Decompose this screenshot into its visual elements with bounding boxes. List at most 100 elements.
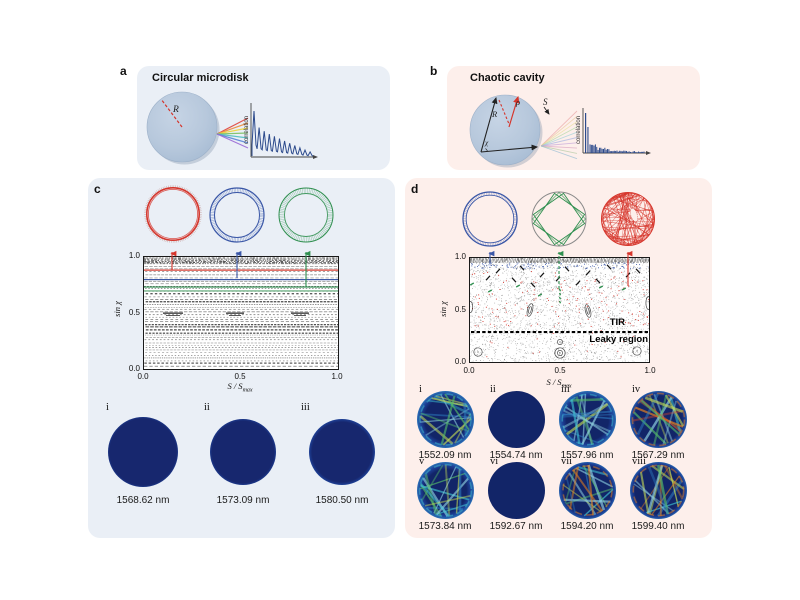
d-ytick-1: 1.0: [454, 252, 466, 261]
d-mode-wavelength: 1567.29 nm: [631, 450, 685, 461]
phase-space-canvas-c: [144, 257, 338, 369]
c-ytick-05: 0.5: [128, 308, 140, 317]
mode-field-image: [488, 391, 545, 448]
panel-a-diagram: R correlation: [146, 91, 318, 165]
c-ylabel: sin χ: [112, 289, 122, 329]
d-xtick-05: 0.5: [554, 366, 566, 375]
mode-field-image: [630, 391, 687, 448]
d-mode-numeral: vi: [490, 456, 499, 467]
panel-b-label: b: [430, 64, 438, 78]
d-mode-wavelength: 1573.84 nm: [418, 521, 472, 532]
d-ytick-0: 0.0: [454, 357, 466, 366]
c-xtick-1: 1.0: [331, 372, 343, 381]
d-ytick-05: 0.5: [454, 305, 466, 314]
radius-label-b: R: [491, 109, 498, 119]
d-xlabel: S / Smax: [519, 377, 599, 390]
leaky-region-label: Leaky region: [589, 334, 648, 345]
c-xtick-0: 0.0: [137, 372, 149, 381]
mode-streaks: [562, 464, 614, 517]
mode-field-image: [108, 417, 178, 487]
d-ylabel: sin χ: [438, 289, 448, 329]
arclength-arrow: [543, 106, 550, 115]
c-mode-numeral: ii: [204, 402, 210, 413]
c-mode-wavelength: 1568.62 nm: [116, 495, 170, 506]
wgm-ring-blue: [209, 187, 265, 243]
mode-field-image: [630, 462, 687, 519]
d-mode-wavelength: 1554.74 nm: [489, 450, 543, 461]
c-ylabel-text: sin χ: [112, 301, 122, 317]
wgm-ring-red: [144, 185, 202, 243]
d-mode-wavelength: 1594.20 nm: [560, 521, 614, 532]
mode-field-image: [417, 462, 474, 519]
phase-space-plot-d: [469, 257, 650, 363]
mode-streaks: [631, 392, 686, 447]
d-xtick-0: 0.0: [463, 366, 475, 375]
rho-arrow: [508, 95, 520, 128]
mode-field-image: [559, 462, 616, 519]
d-mode-numeral: viii: [632, 456, 647, 467]
d-xlabel-sub: max: [561, 383, 572, 390]
correlation-spectrum-a: correlation: [244, 103, 318, 159]
c-xlabel-sub: max: [242, 387, 253, 394]
mode-streaks: [632, 464, 685, 517]
wgm-ring-blue-d: [462, 191, 518, 247]
radius-dashed-line: [160, 98, 183, 128]
mode-streaks: [418, 463, 473, 518]
phase-space-canvas-d: [470, 258, 649, 362]
d-mode-wavelength: 1599.40 nm: [631, 521, 685, 532]
d-mode-numeral: iii: [561, 384, 570, 395]
d-ylabel-text: sin χ: [438, 301, 448, 317]
panel-d-label: d: [411, 182, 419, 196]
mode-field-image: [309, 419, 375, 485]
c-mode-wavelength: 1573.09 nm: [216, 495, 270, 506]
d-mode-numeral: i: [419, 384, 422, 395]
diamond-orbit-green: [531, 191, 587, 247]
ray-trajectory: [480, 96, 539, 153]
d-mode-wavelength: 1592.67 nm: [489, 521, 543, 532]
d-mode-wavelength: 1557.96 nm: [560, 450, 614, 461]
arclength-label: S: [543, 97, 548, 107]
mode-streaks: [419, 393, 472, 446]
panel-b-title: Chaotic cavity: [470, 72, 545, 84]
correlation-spectrum-b: correlation: [576, 108, 651, 155]
d-xtick-1: 1.0: [644, 366, 656, 375]
mode-field-image: [488, 462, 545, 519]
mode-field-image: [559, 391, 616, 448]
c-xlabel-text: S / S: [227, 381, 243, 391]
correlation-axis-label-a: correlation: [244, 116, 250, 144]
panel-b-diagram: χ R ρ S correlation: [469, 94, 651, 168]
radius-label: R: [172, 105, 179, 115]
rainbow-fan: [216, 117, 249, 149]
d-mode-numeral: ii: [490, 384, 496, 395]
d-mode-wavelength: 1552.09 nm: [418, 450, 472, 461]
correlation-axis-label-b: correlation: [576, 116, 582, 144]
panel-c-rings: [144, 185, 334, 243]
d-mode-numeral: v: [419, 456, 425, 467]
mode-field-image: [210, 419, 276, 485]
c-xlabel: S / Smax: [200, 381, 280, 394]
panel-c-label: c: [94, 182, 101, 196]
c-ytick-0: 0.0: [128, 364, 140, 373]
pastel-fan: [540, 110, 578, 160]
chaotic-cavity-disk: [469, 94, 541, 166]
c-xtick-05: 0.5: [234, 372, 246, 381]
chi-angle-label: χ: [484, 138, 489, 147]
mode-field-image: [417, 391, 474, 448]
d-xlabel-text: S / S: [546, 377, 562, 387]
panel-a-label: a: [120, 64, 127, 78]
panel-d-rings: [462, 191, 655, 247]
wgm-ring-green: [278, 187, 334, 243]
d-mode-numeral: vii: [561, 456, 573, 467]
phase-space-plot-c: [143, 256, 339, 370]
tir-label: TIR: [609, 317, 625, 328]
c-mode-numeral: i: [106, 402, 109, 413]
rho-label: ρ: [515, 97, 520, 107]
c-ytick-1: 1.0: [128, 251, 140, 260]
panel-a-title: Circular microdisk: [152, 72, 249, 84]
c-mode-numeral: iii: [301, 402, 310, 413]
mode-streaks: [561, 393, 614, 446]
chaotic-orbit-red: [601, 192, 655, 246]
c-mode-wavelength: 1580.50 nm: [315, 495, 369, 506]
d-mode-numeral: iv: [632, 384, 641, 395]
